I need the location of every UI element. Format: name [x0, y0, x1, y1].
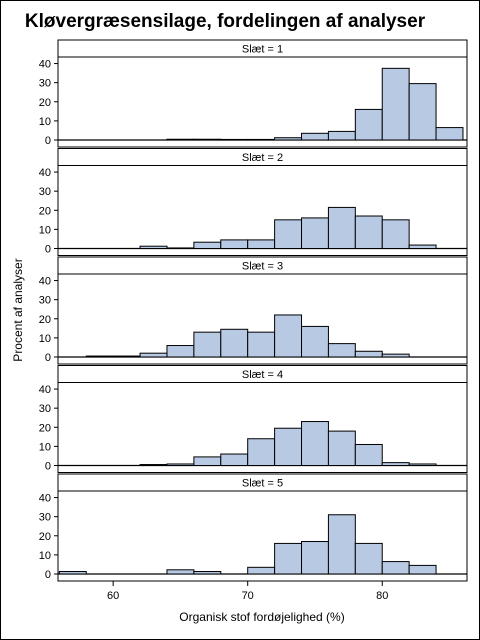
- x-tick-label: 80: [376, 590, 388, 602]
- y-tick-label: 20: [39, 422, 51, 434]
- histogram-bar: [274, 427, 303, 467]
- y-tick-label: 30: [39, 512, 51, 524]
- y-tick-label: 40: [39, 59, 51, 71]
- histogram-bar: [301, 421, 329, 467]
- histogram-bar: [193, 331, 222, 358]
- histogram-bar: [274, 137, 303, 141]
- histogram-bar: [220, 453, 249, 466]
- panel-strip-label: Slæt = 5: [242, 478, 283, 490]
- histogram-bar: [301, 217, 329, 249]
- histogram-bar: [112, 355, 141, 358]
- histogram-bar: [327, 430, 356, 467]
- x-tick-label: 70: [242, 590, 254, 602]
- histogram-bar: [354, 215, 383, 249]
- panel-4: Slæt = 4 0 10 20 30 40: [39, 365, 468, 473]
- y-tick-label: 0: [45, 135, 51, 147]
- histogram-bar: [193, 456, 222, 466]
- histogram-bar: [220, 328, 249, 358]
- histogram-bar: [381, 561, 410, 575]
- histogram-bar: [85, 355, 114, 358]
- panel-3: Slæt = 3 0 10 20 30 40: [39, 256, 468, 365]
- histogram-bar: [193, 571, 222, 575]
- histogram-bar: [166, 345, 195, 358]
- y-tick-label: 10: [39, 116, 51, 128]
- histogram-bar: [139, 352, 168, 358]
- histogram-bar: [193, 241, 222, 250]
- panel-5: Slæt = 5 0 10 20 30 40: [39, 473, 468, 582]
- histogram-bar: [274, 542, 303, 575]
- histogram-bar: [354, 542, 383, 575]
- panel-2: Slæt = 2 0 10 20 30 40: [39, 148, 468, 256]
- histogram-bar: [220, 239, 249, 249]
- histogram-bar: [381, 219, 410, 250]
- y-tick-label: 20: [39, 97, 51, 109]
- y-tick-label: 10: [39, 333, 51, 345]
- histogram-bar: [354, 108, 383, 141]
- panel-strip-label: Slæt = 3: [242, 261, 283, 273]
- x-axis-label: Organisk stof fordøjelighed (%): [179, 610, 344, 624]
- histogram-bar: [408, 564, 437, 575]
- histogram-bar: [139, 245, 168, 250]
- chart-title: Kløvergræsensilage, fordelingen af analy…: [25, 11, 426, 32]
- histogram-bar: [354, 443, 383, 467]
- histogram-bar: [327, 514, 356, 575]
- y-tick-label: 10: [39, 550, 51, 562]
- histogram-bar: [408, 244, 437, 249]
- histogram-bar: [139, 464, 168, 467]
- y-tick-label: 30: [39, 78, 51, 90]
- histogram-bar: [301, 132, 329, 141]
- histogram-bar: [381, 462, 410, 467]
- histogram-bar: [408, 463, 437, 467]
- histogram-bar: [58, 571, 87, 575]
- y-tick-label: 0: [45, 569, 51, 581]
- histogram-bar: [327, 206, 356, 250]
- y-tick-label: 20: [39, 205, 51, 217]
- y-axis-label: Procent af analyser: [11, 258, 25, 361]
- histogram-bar: [166, 138, 195, 141]
- histogram-bar: [166, 247, 195, 250]
- histogram-bar: [408, 83, 437, 141]
- y-tick-label: 40: [39, 276, 51, 288]
- y-tick-label: 0: [45, 244, 51, 256]
- histogram-bar: [381, 67, 410, 141]
- histogram-bar: [247, 138, 276, 141]
- histogram-bar: [220, 138, 249, 141]
- y-tick-label: 0: [45, 461, 51, 473]
- histogram-bar: [247, 239, 276, 249]
- y-tick-label: 10: [39, 224, 51, 236]
- histogram-bar: [166, 463, 195, 467]
- histogram-bar: [274, 314, 303, 358]
- panel-1: Slæt = 1 0 10 20 30 40: [39, 39, 468, 148]
- histogram-bar: [247, 331, 276, 358]
- histogram-bar: [327, 343, 356, 358]
- histogram-bar: [193, 138, 222, 141]
- y-tick-label: 30: [39, 186, 51, 198]
- y-tick-label: 30: [39, 295, 51, 307]
- histogram-bar: [301, 541, 329, 575]
- panel-strip-label: Slæt = 1: [242, 44, 283, 56]
- histogram-bar: [435, 127, 464, 141]
- panel-strip-label: Slæt = 2: [242, 152, 283, 164]
- histogram-bar: [166, 569, 195, 575]
- histogram-bar: [381, 353, 410, 358]
- y-tick-label: 30: [39, 403, 51, 415]
- histogram-bar: [274, 219, 303, 250]
- histogram-bar: [247, 566, 276, 575]
- histogram-bar: [247, 438, 276, 466]
- y-tick-label: 40: [39, 167, 51, 179]
- y-tick-label: 10: [39, 441, 51, 453]
- x-tick-label: 60: [107, 590, 119, 602]
- y-tick-label: 0: [45, 352, 51, 364]
- histogram-bar: [327, 130, 356, 141]
- histogram-bar: [354, 350, 383, 358]
- y-tick-label: 20: [39, 531, 51, 543]
- panel-strip-label: Slæt = 4: [242, 369, 283, 381]
- y-tick-label: 20: [39, 314, 51, 326]
- histogram-bar: [301, 325, 329, 358]
- y-tick-label: 40: [39, 493, 51, 505]
- y-tick-label: 40: [39, 384, 51, 396]
